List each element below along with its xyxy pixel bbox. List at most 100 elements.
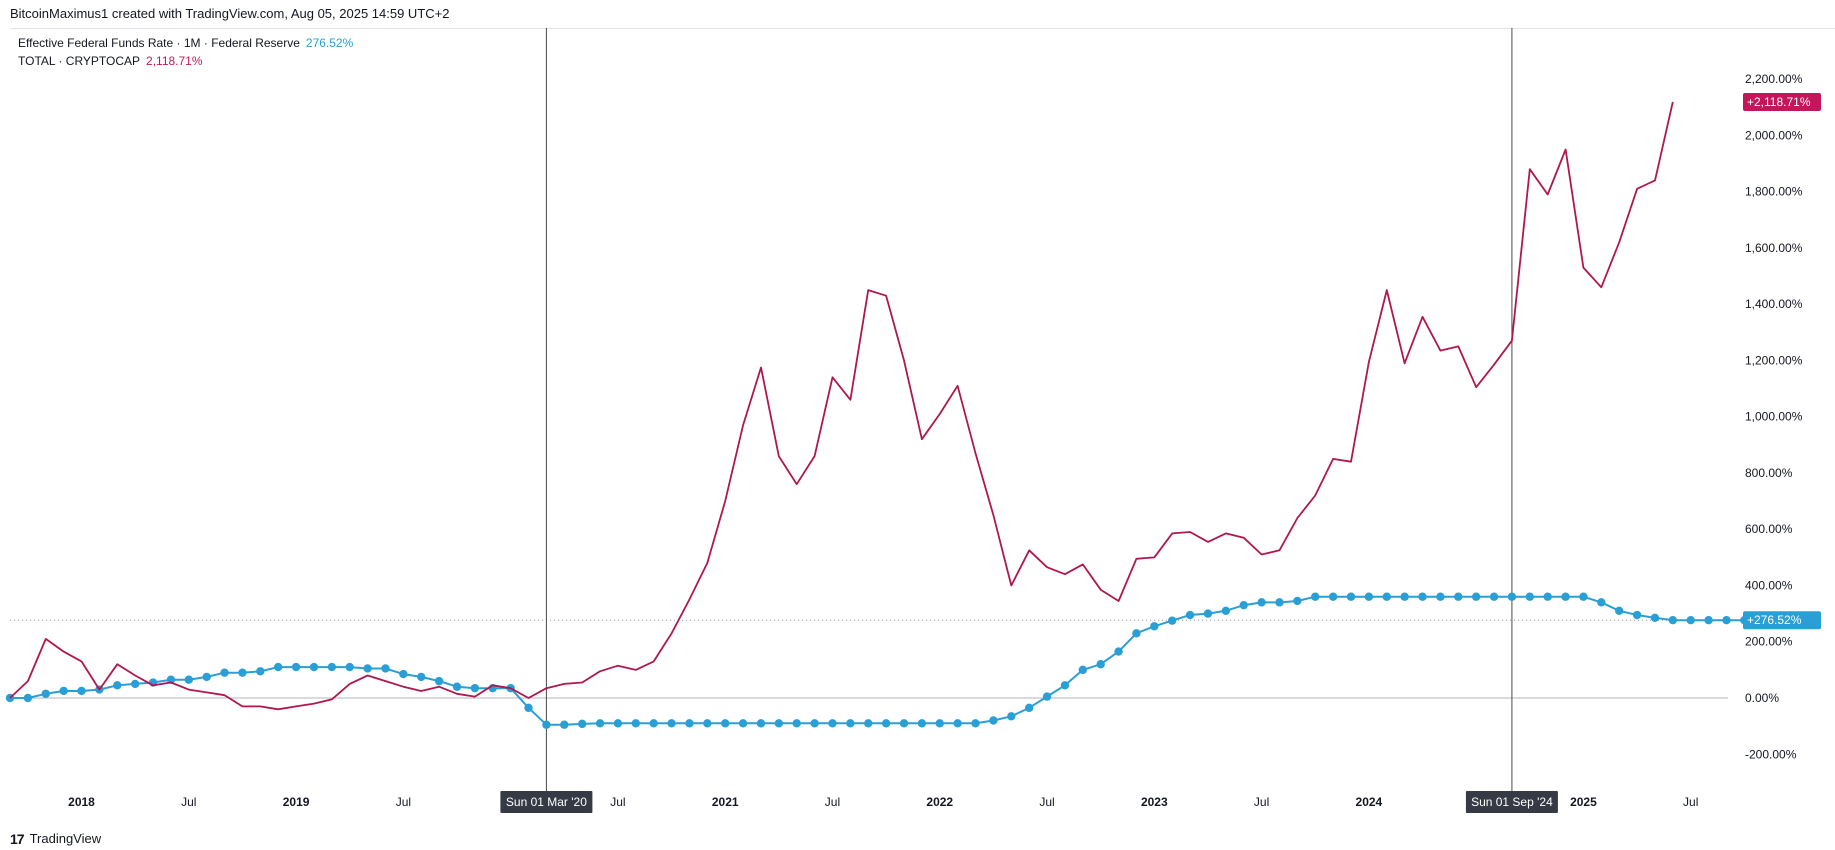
fed-rate-marker <box>846 719 855 728</box>
fed-rate-marker <box>542 720 551 729</box>
fed-rate-marker <box>452 682 462 691</box>
fed-rate-marker <box>220 668 229 677</box>
fed-rate-marker <box>274 662 283 672</box>
fed-rate-marker <box>917 719 927 728</box>
fed-rate-marker <box>256 667 265 676</box>
fed-rate-marker <box>703 719 712 728</box>
legend-fed-row[interactable]: Effective Federal Funds Rate · 1M · Fede… <box>18 34 353 52</box>
x-tick-label: 2024 <box>1356 795 1383 809</box>
fed-rate-marker <box>1471 592 1481 601</box>
fed-rate-marker <box>291 662 301 672</box>
fed-rate-marker <box>1650 613 1660 623</box>
fed-rate-marker <box>1328 592 1338 601</box>
crosshair-date-badge <box>500 791 593 813</box>
crosshair-date-label: Sun 01 Mar '20 <box>506 795 587 809</box>
y-tick-label: 200.00% <box>1745 635 1793 649</box>
legend-crypto-row[interactable]: TOTAL · CRYPTOCAP 2,118.71% <box>18 52 353 70</box>
fed-rate-marker <box>77 686 86 696</box>
fed-rate-marker <box>1203 609 1213 618</box>
fed-rate-line <box>10 595 1816 726</box>
fed-rate-marker <box>1096 660 1105 669</box>
fed-rate-marker <box>1418 592 1427 601</box>
crosshair-layer <box>545 28 1513 808</box>
fed-rate-marker <box>1311 592 1320 601</box>
fed-rate-marker <box>828 719 837 728</box>
fed-rate-marker <box>864 719 873 728</box>
y-tick-label: 1,200.00% <box>1745 353 1803 367</box>
x-tick-label: 2019 <box>283 795 310 809</box>
fed-rate-marker <box>1239 600 1248 610</box>
fed-rate-marker <box>381 664 390 673</box>
x-tick-label: Jul <box>181 795 196 809</box>
fed-rate-marker <box>756 719 766 728</box>
y-tick-label: 1,000.00% <box>1745 410 1803 424</box>
fed-rate-marker <box>595 719 605 728</box>
fed-rate-marker <box>470 683 480 693</box>
y-tick-label: 400.00% <box>1745 578 1793 592</box>
fed-rate-marker <box>345 662 354 672</box>
y-tick-label: -200.00% <box>1745 747 1797 761</box>
x-tick-label: 2023 <box>1141 795 1168 809</box>
fed-rate-marker <box>1257 598 1266 607</box>
tradingview-logo-icon: 17 <box>10 831 25 847</box>
chart-legend: Effective Federal Funds Rate · 1M · Fede… <box>18 34 353 70</box>
fed-rate-marker <box>417 672 426 682</box>
fed-rate-marker <box>434 676 444 686</box>
fed-rate-marker <box>23 693 33 703</box>
fed-rate-marker <box>1293 596 1302 606</box>
fed-rate-marker <box>1561 592 1570 601</box>
fed-rate-marker <box>1400 592 1409 601</box>
tradingview-brand: TradingView <box>29 831 102 846</box>
fed-rate-marker <box>721 719 730 728</box>
x-tick-label: 2021 <box>712 795 739 809</box>
fed-rate-marker <box>1597 598 1606 607</box>
fed-rate-marker <box>1060 681 1070 690</box>
y-tick-label: 600.00% <box>1745 522 1793 536</box>
y-tick-label: 1,600.00% <box>1745 241 1803 255</box>
fed-rate-marker <box>971 719 980 728</box>
x-tick-label: Jul <box>825 795 840 809</box>
fed-rate-marker <box>1275 598 1284 607</box>
fed-rate-marker <box>1024 703 1034 713</box>
fed-last-value-badge <box>1743 611 1821 630</box>
fed-rate-marker <box>1489 592 1499 601</box>
fed-rate-marker <box>327 662 337 672</box>
fed-rate-marker <box>41 689 50 698</box>
legend-crypto-value: 2,118.71% <box>146 54 203 68</box>
fed-rate-marker <box>953 719 962 728</box>
fed-rate-marker <box>1579 592 1588 601</box>
fed-rate-marker <box>738 719 748 728</box>
fed-rate-marker <box>774 719 784 728</box>
fed-rate-marker <box>184 675 193 684</box>
x-tick-label: Jul <box>1683 795 1698 809</box>
fed-rate-marker <box>363 664 372 673</box>
tradingview-footer[interactable]: 17 TradingView <box>10 828 101 850</box>
x-tick-label: Jul <box>1254 795 1269 809</box>
fed-rate-marker <box>1632 610 1642 620</box>
y-tick-label: 1,400.00% <box>1745 297 1803 311</box>
fed-rate-marker <box>1722 616 1731 625</box>
fed-rate-marker <box>1704 616 1713 625</box>
fed-rate-marker <box>1078 665 1088 675</box>
fed-rate-marker <box>577 719 587 729</box>
last-value-label: +2,118.71% <box>1747 95 1811 109</box>
fed-rate-marker <box>1364 592 1374 601</box>
crosshair-date-badge <box>1465 791 1558 813</box>
fed-rate-marker <box>1007 712 1016 721</box>
y-tick-label: 2,200.00% <box>1745 72 1803 86</box>
fed-rate-marker <box>1436 592 1445 601</box>
x-tick-label: Jul <box>396 795 411 809</box>
fed-rate-marker <box>1346 592 1356 601</box>
crosshair-date-label: Sun 01 Sep '24 <box>1471 795 1553 809</box>
fed-rate-marker <box>667 719 676 728</box>
y-tick-label: 0.00% <box>1745 691 1779 705</box>
legend-fed-label: Effective Federal Funds Rate · 1M · Fede… <box>18 36 300 50</box>
y-axis: -200.00% 0.00% 200.00% 400.00% 600.00% 800.00… <box>1745 72 1803 761</box>
x-tick-label: Jul <box>610 795 625 809</box>
fed-rate-marker <box>1168 616 1177 625</box>
y-tick-label: 1,800.00% <box>1745 185 1803 199</box>
fed-rate-marker <box>685 719 694 728</box>
fed-rate-marker <box>560 720 569 729</box>
fed-rate-marker <box>1615 606 1624 615</box>
